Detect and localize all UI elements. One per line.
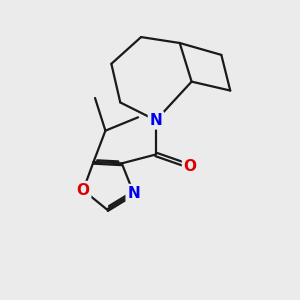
- Text: N: N: [150, 113, 162, 128]
- Text: N: N: [127, 186, 140, 201]
- Text: O: O: [76, 183, 90, 198]
- Text: O: O: [184, 159, 196, 174]
